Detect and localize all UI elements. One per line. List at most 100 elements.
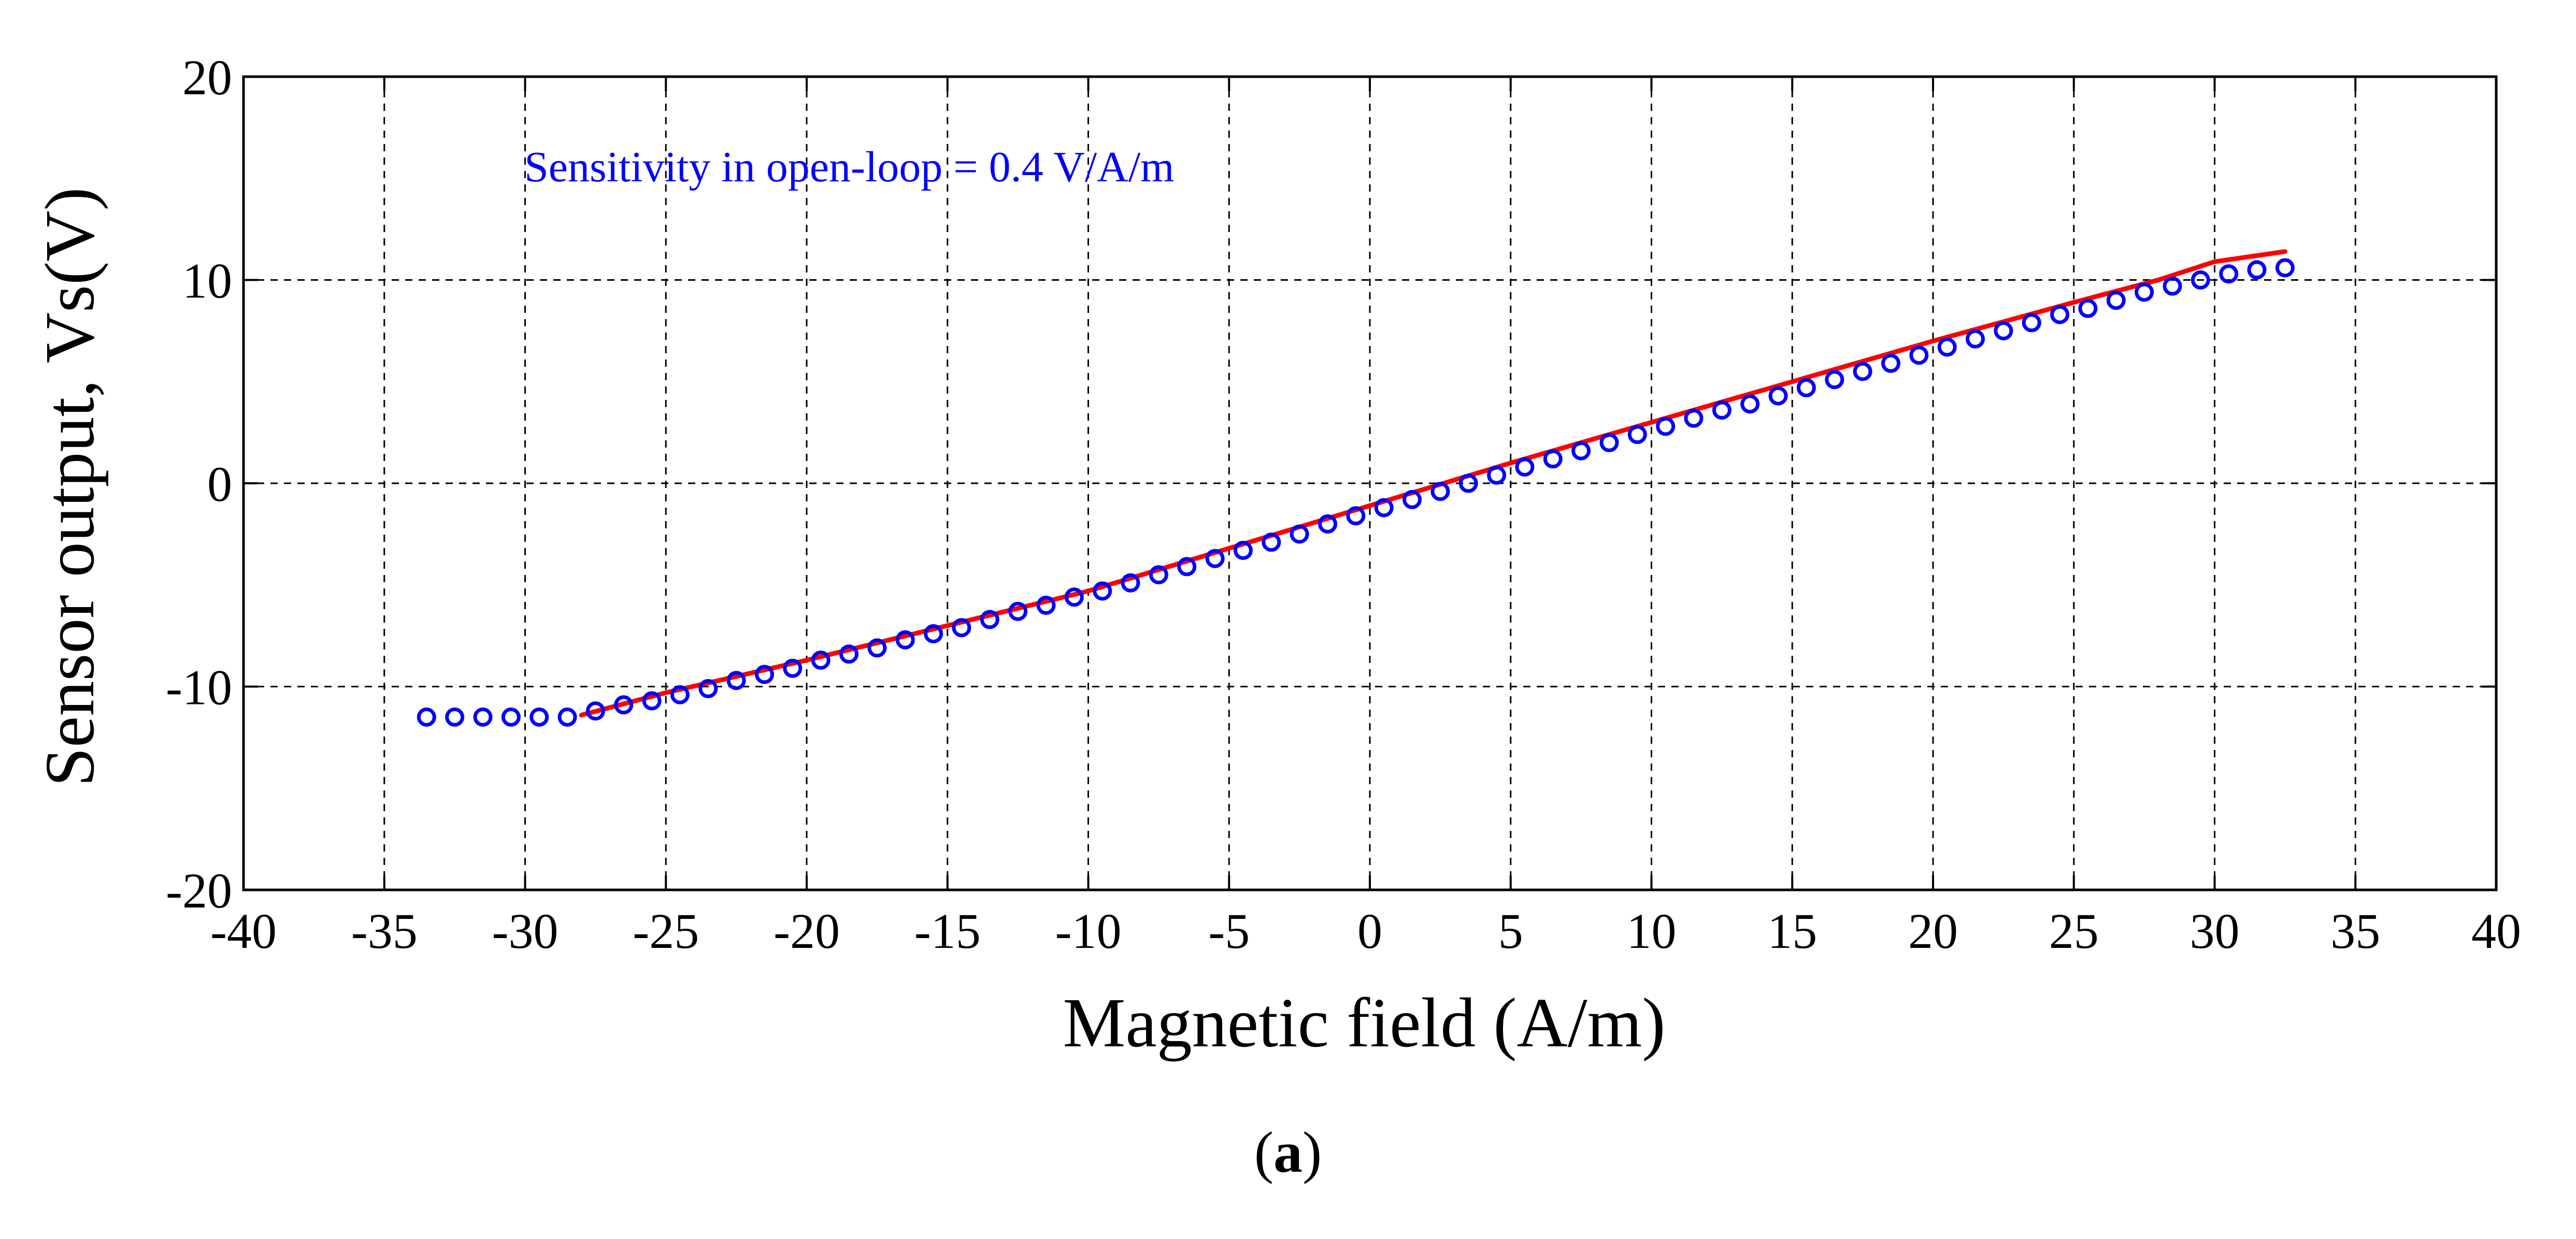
sensitivity-annotation: Sensitivity in open-loop = 0.4 V/A/m	[524, 143, 1175, 191]
data-point	[1684, 408, 1704, 428]
data-point	[839, 644, 858, 664]
grid-lines	[244, 77, 2496, 890]
measured-series	[417, 258, 2295, 727]
x-tick-labels: -40 -35 -30 -25 -20 -15 -10 -5 0 5 10 15 20 25 30 35 40	[210, 903, 2521, 959]
x-tick-label: 5	[1498, 903, 1523, 959]
data-point	[670, 685, 690, 704]
data-point	[980, 610, 999, 629]
x-tick-label: 15	[1767, 903, 1817, 959]
data-point	[1796, 378, 1816, 397]
data-point	[1740, 394, 1760, 414]
data-point	[1627, 425, 1647, 444]
x-tick-label: 20	[1908, 903, 1958, 959]
x-tick-label: 25	[2049, 903, 2099, 959]
y-tick-label: 20	[182, 50, 232, 105]
data-point	[1346, 506, 1366, 526]
data-point	[1515, 457, 1535, 477]
data-point	[895, 630, 915, 650]
data-point	[642, 691, 662, 711]
data-point	[473, 707, 493, 727]
data-point	[529, 707, 549, 727]
data-point	[585, 701, 605, 721]
x-tick-label: -15	[914, 903, 981, 959]
data-point	[1403, 489, 1422, 509]
data-point	[1008, 601, 1028, 621]
data-point	[1064, 587, 1084, 607]
tick-marks	[242, 76, 2497, 891]
x-tick-label: -20	[774, 903, 840, 959]
x-axis-label: Magnetic field (A/m)	[1063, 984, 1665, 1062]
x-tick-label: 30	[2190, 903, 2240, 959]
data-point	[755, 665, 774, 684]
data-point	[1177, 557, 1197, 577]
data-point	[1374, 498, 1394, 517]
data-point	[726, 671, 746, 690]
data-point	[2022, 313, 2041, 333]
plot-series	[417, 249, 2295, 727]
data-point	[811, 651, 831, 670]
panel-label-open: (	[1254, 1120, 1273, 1185]
data-point	[1825, 370, 1844, 390]
data-point	[2050, 305, 2070, 324]
data-point	[501, 707, 521, 727]
data-point	[698, 679, 718, 698]
data-point	[1966, 329, 1985, 349]
data-point	[2163, 276, 2182, 296]
data-point	[1318, 514, 1337, 534]
data-point	[1712, 400, 1731, 420]
y-tick-label: -20	[166, 863, 232, 918]
data-point	[614, 695, 634, 715]
data-point	[2191, 270, 2210, 290]
panel-label-letter: a	[1273, 1120, 1303, 1185]
data-point	[1430, 482, 1450, 501]
y-tick-label: 0	[207, 456, 232, 512]
y-axis-label: Sensor output, Vs(V)	[31, 187, 109, 786]
x-tick-label: 35	[2330, 903, 2380, 959]
data-point	[2247, 260, 2267, 280]
data-point	[1458, 473, 1478, 493]
panel-label-close: )	[1303, 1120, 1322, 1185]
data-point	[1571, 441, 1591, 460]
data-point	[1487, 465, 1507, 485]
data-point	[783, 658, 803, 678]
data-point	[1853, 362, 1872, 381]
data-point	[1909, 345, 1929, 365]
data-point	[1262, 532, 1281, 552]
data-point	[417, 707, 436, 727]
data-point	[1994, 321, 2013, 341]
data-point	[1599, 433, 1619, 452]
x-tick-label: 0	[1357, 903, 1382, 959]
data-point	[1149, 565, 1168, 585]
x-tick-label: 40	[2471, 903, 2521, 959]
data-point	[1656, 416, 1676, 436]
x-tick-label: -10	[1055, 903, 1122, 959]
y-tick-label: 10	[182, 253, 232, 309]
data-point	[1937, 337, 1957, 357]
x-tick-label: -5	[1208, 903, 1250, 959]
data-point	[557, 707, 577, 727]
data-point	[1290, 524, 1309, 544]
x-tick-label: 10	[1627, 903, 1677, 959]
data-point	[1121, 573, 1140, 593]
data-point	[952, 618, 971, 638]
data-point	[1881, 353, 1900, 373]
panel-label: (a)	[1254, 1120, 1322, 1185]
x-tick-label: -25	[633, 903, 699, 959]
y-tick-label: -10	[166, 660, 232, 715]
data-point	[1036, 596, 1056, 615]
data-point	[2275, 258, 2295, 278]
data-point	[1768, 386, 1788, 406]
x-tick-label: -40	[210, 903, 277, 959]
x-tick-label: -30	[492, 903, 559, 959]
data-point	[924, 624, 943, 643]
data-point	[1093, 581, 1112, 601]
data-point	[1205, 549, 1225, 568]
data-point	[2106, 291, 2126, 310]
data-point	[2135, 282, 2154, 302]
data-point	[1233, 541, 1253, 560]
data-point	[1543, 449, 1563, 469]
y-tick-labels: -20 -10 0 10 20	[166, 50, 232, 918]
data-point	[445, 707, 465, 727]
